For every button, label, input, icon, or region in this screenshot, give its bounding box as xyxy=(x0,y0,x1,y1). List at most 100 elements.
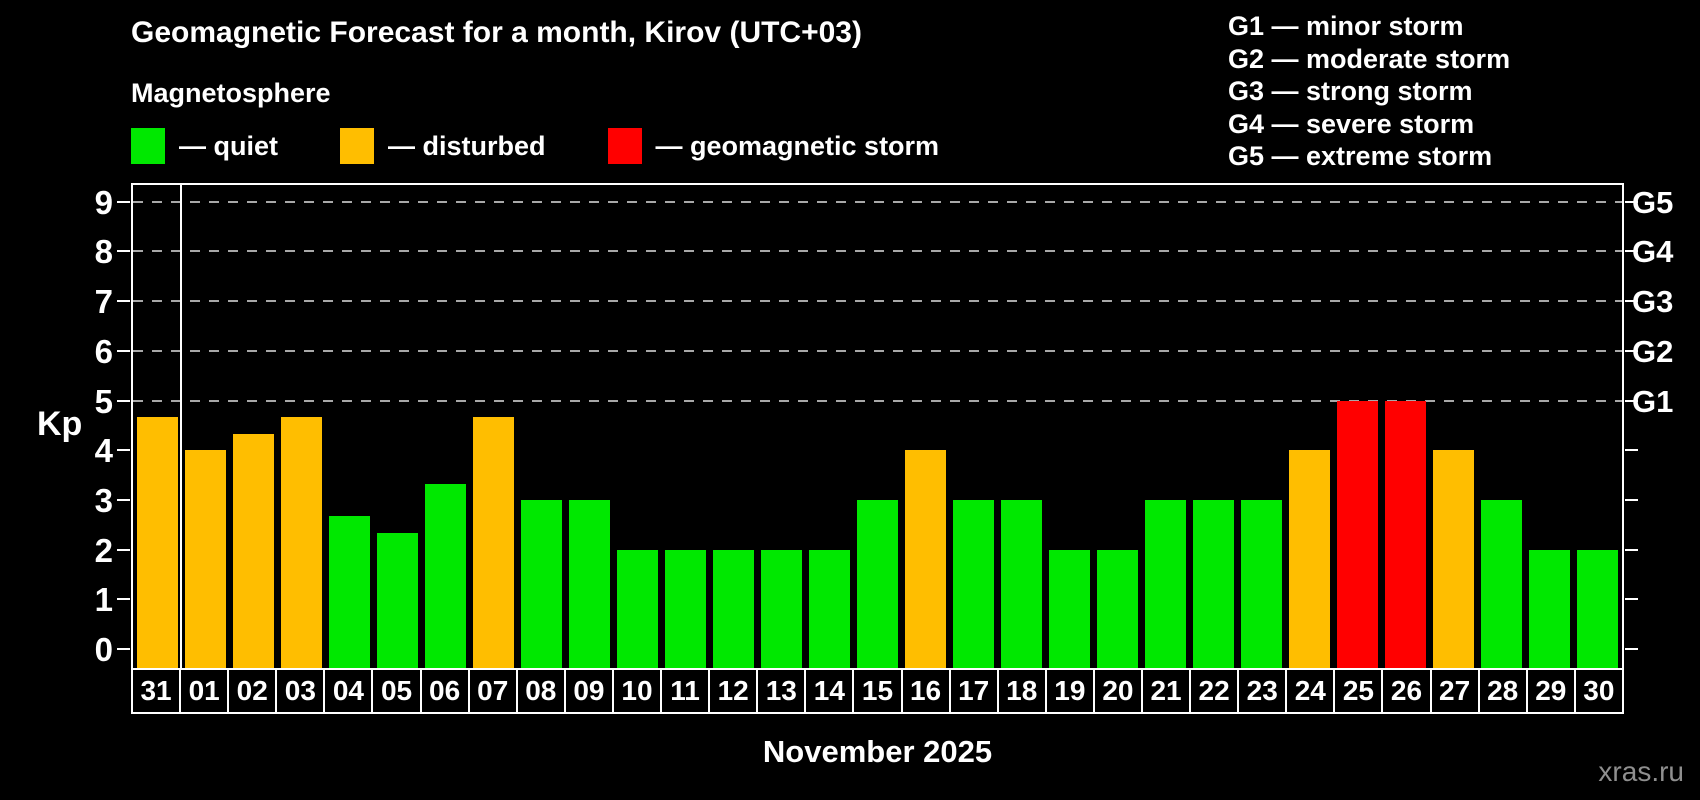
bar-day-30 xyxy=(1577,549,1619,668)
bar-day-19 xyxy=(1049,549,1091,668)
bar-day-26 xyxy=(1385,400,1427,668)
y-axis-tick-label: 2 xyxy=(94,531,113,569)
y-axis-tick-3 xyxy=(117,498,130,501)
day-label-cell: 15 xyxy=(852,670,900,712)
y-axis-tick-label: 8 xyxy=(94,233,113,271)
day-label-cell: 13 xyxy=(756,670,804,712)
bar-day-16 xyxy=(905,450,947,668)
day-label-cell: 26 xyxy=(1381,670,1429,712)
day-label-cell: 02 xyxy=(227,670,275,712)
right-axis-label-G5: G5 xyxy=(1632,184,1674,220)
legend-item-disturbed: — disturbed xyxy=(340,128,546,164)
bar-day-24 xyxy=(1289,450,1331,668)
chart-subtitle: Magnetosphere xyxy=(131,78,331,108)
day-label-cell: 20 xyxy=(1092,670,1141,712)
y-axis-tick-label: 5 xyxy=(94,382,113,420)
day-label-cell: 25 xyxy=(1333,670,1381,712)
bar-day-12 xyxy=(712,549,754,668)
status-legend: — quiet — disturbed — geomagnetic storm xyxy=(131,124,939,168)
y-axis-tick-5 xyxy=(117,399,130,402)
legend-item-storm: — geomagnetic storm xyxy=(607,128,939,164)
bar-day-03 xyxy=(280,416,322,668)
bar-day-02 xyxy=(232,433,274,668)
day-label-cell: 11 xyxy=(660,670,708,712)
bar-day-10 xyxy=(616,549,658,668)
y-axis-tick-label: 6 xyxy=(94,332,113,370)
bar-day-01 xyxy=(184,450,226,668)
right-axis-label-G1: G1 xyxy=(1632,383,1674,419)
quiet-color-swatch xyxy=(131,128,165,164)
y-axis-tick-label: 4 xyxy=(94,432,113,470)
bar-day-07 xyxy=(472,416,514,668)
y-axis-tick-label: 1 xyxy=(94,581,113,619)
day-label-cell: 04 xyxy=(323,670,371,712)
storm-scale-item: G3 — strong storm xyxy=(1228,76,1473,106)
gridline-kp-8 xyxy=(133,250,1622,253)
day-label-cell: 28 xyxy=(1477,670,1526,712)
day-label-cell: 05 xyxy=(371,670,419,712)
right-axis-label-G3: G3 xyxy=(1632,284,1674,320)
y-axis-tick-label: 9 xyxy=(94,183,113,221)
storm-scale-item: G2 — moderate storm xyxy=(1228,43,1511,74)
bar-day-11 xyxy=(664,549,706,668)
gridline-kp-5 xyxy=(133,399,1622,402)
watermark: xras.ru xyxy=(1598,756,1684,787)
bar-day-29 xyxy=(1529,549,1571,668)
day-label-cell: 09 xyxy=(563,670,612,712)
bar-day-27 xyxy=(1433,450,1475,668)
storm-scale-legend: G1 — minor storm G2 — moderate storm G3 — … xyxy=(1228,10,1510,173)
right-axis-tick-0 xyxy=(1625,648,1638,650)
disturbed-color-swatch xyxy=(340,128,374,164)
month-separator-line xyxy=(180,185,183,668)
y-axis-title: Kp xyxy=(37,405,83,443)
bar-day-17 xyxy=(953,499,995,668)
right-axis-tick-4 xyxy=(1625,449,1638,452)
day-label-cell: 31 xyxy=(140,675,172,706)
storm-scale-item: G4 — severe storm xyxy=(1228,108,1475,139)
right-axis-tick-2 xyxy=(1625,548,1638,551)
day-label-cell: 22 xyxy=(1189,670,1237,712)
chart-title: Geomagnetic Forecast for a month, Kirov … xyxy=(131,16,862,49)
y-axis-tick-2 xyxy=(117,548,130,551)
day-label-cell: 21 xyxy=(1140,670,1189,712)
day-label-cell: 12 xyxy=(708,670,756,712)
y-axis-tick-label: 0 xyxy=(94,631,113,668)
gridline-kp-7 xyxy=(133,300,1622,303)
storm-scale-item: G1 — minor storm xyxy=(1228,11,1464,41)
bar-day-22 xyxy=(1193,499,1235,668)
y-axis-tick-6 xyxy=(117,349,130,352)
day-label-cell: 29 xyxy=(1525,670,1574,712)
day-label-cell: 30 xyxy=(1573,670,1622,712)
day-label-cell: 18 xyxy=(996,670,1045,712)
bar-day-21 xyxy=(1145,499,1187,668)
bar-day-25 xyxy=(1337,400,1379,668)
gridline-kp-9 xyxy=(133,200,1622,203)
plot-inner: 0 1 2 3 4 5 6 7 8 9 G1 G2 G3 G4 G5 xyxy=(95,184,1673,668)
storm-scale-item: G5 — extreme storm xyxy=(1228,141,1493,171)
y-axis-tick-4 xyxy=(117,449,130,452)
bar-day-08 xyxy=(520,499,562,668)
legend-item-quiet: — quiet xyxy=(131,128,278,164)
legend-label: — quiet xyxy=(179,130,278,161)
day-label-cell: 06 xyxy=(419,670,468,712)
right-axis-tick-1 xyxy=(1625,598,1638,601)
day-label-cell: 17 xyxy=(948,670,997,712)
day-label-cell: 08 xyxy=(515,670,564,712)
right-axis-label-G2: G2 xyxy=(1632,333,1674,369)
y-axis-tick-label: 3 xyxy=(94,481,113,519)
day-label-cell: 01 xyxy=(179,670,227,712)
bar-day-20 xyxy=(1097,549,1139,668)
y-axis-tick-7 xyxy=(117,300,130,303)
day-label-cell: 24 xyxy=(1285,670,1333,712)
x-axis-day-labels: 31 01 02 03 04 05 06 07 08 09 10 11 12 13 14 15 16 17 18 19… xyxy=(131,668,1624,714)
bar-day-14 xyxy=(808,549,850,668)
right-axis-label-G4: G4 xyxy=(1632,234,1674,270)
bar-day-13 xyxy=(760,549,802,668)
bar-day-06 xyxy=(424,483,466,668)
right-axis-tick-8 xyxy=(1625,250,1638,253)
right-axis-tick-3 xyxy=(1625,498,1638,501)
plot-area: 0 1 2 3 4 5 6 7 8 9 G1 G2 G3 G4 G5 Kp xyxy=(37,183,1673,668)
right-axis-tick-6 xyxy=(1625,349,1638,352)
bar-day-18 xyxy=(1001,499,1043,668)
right-axis-tick-7 xyxy=(1625,300,1638,303)
